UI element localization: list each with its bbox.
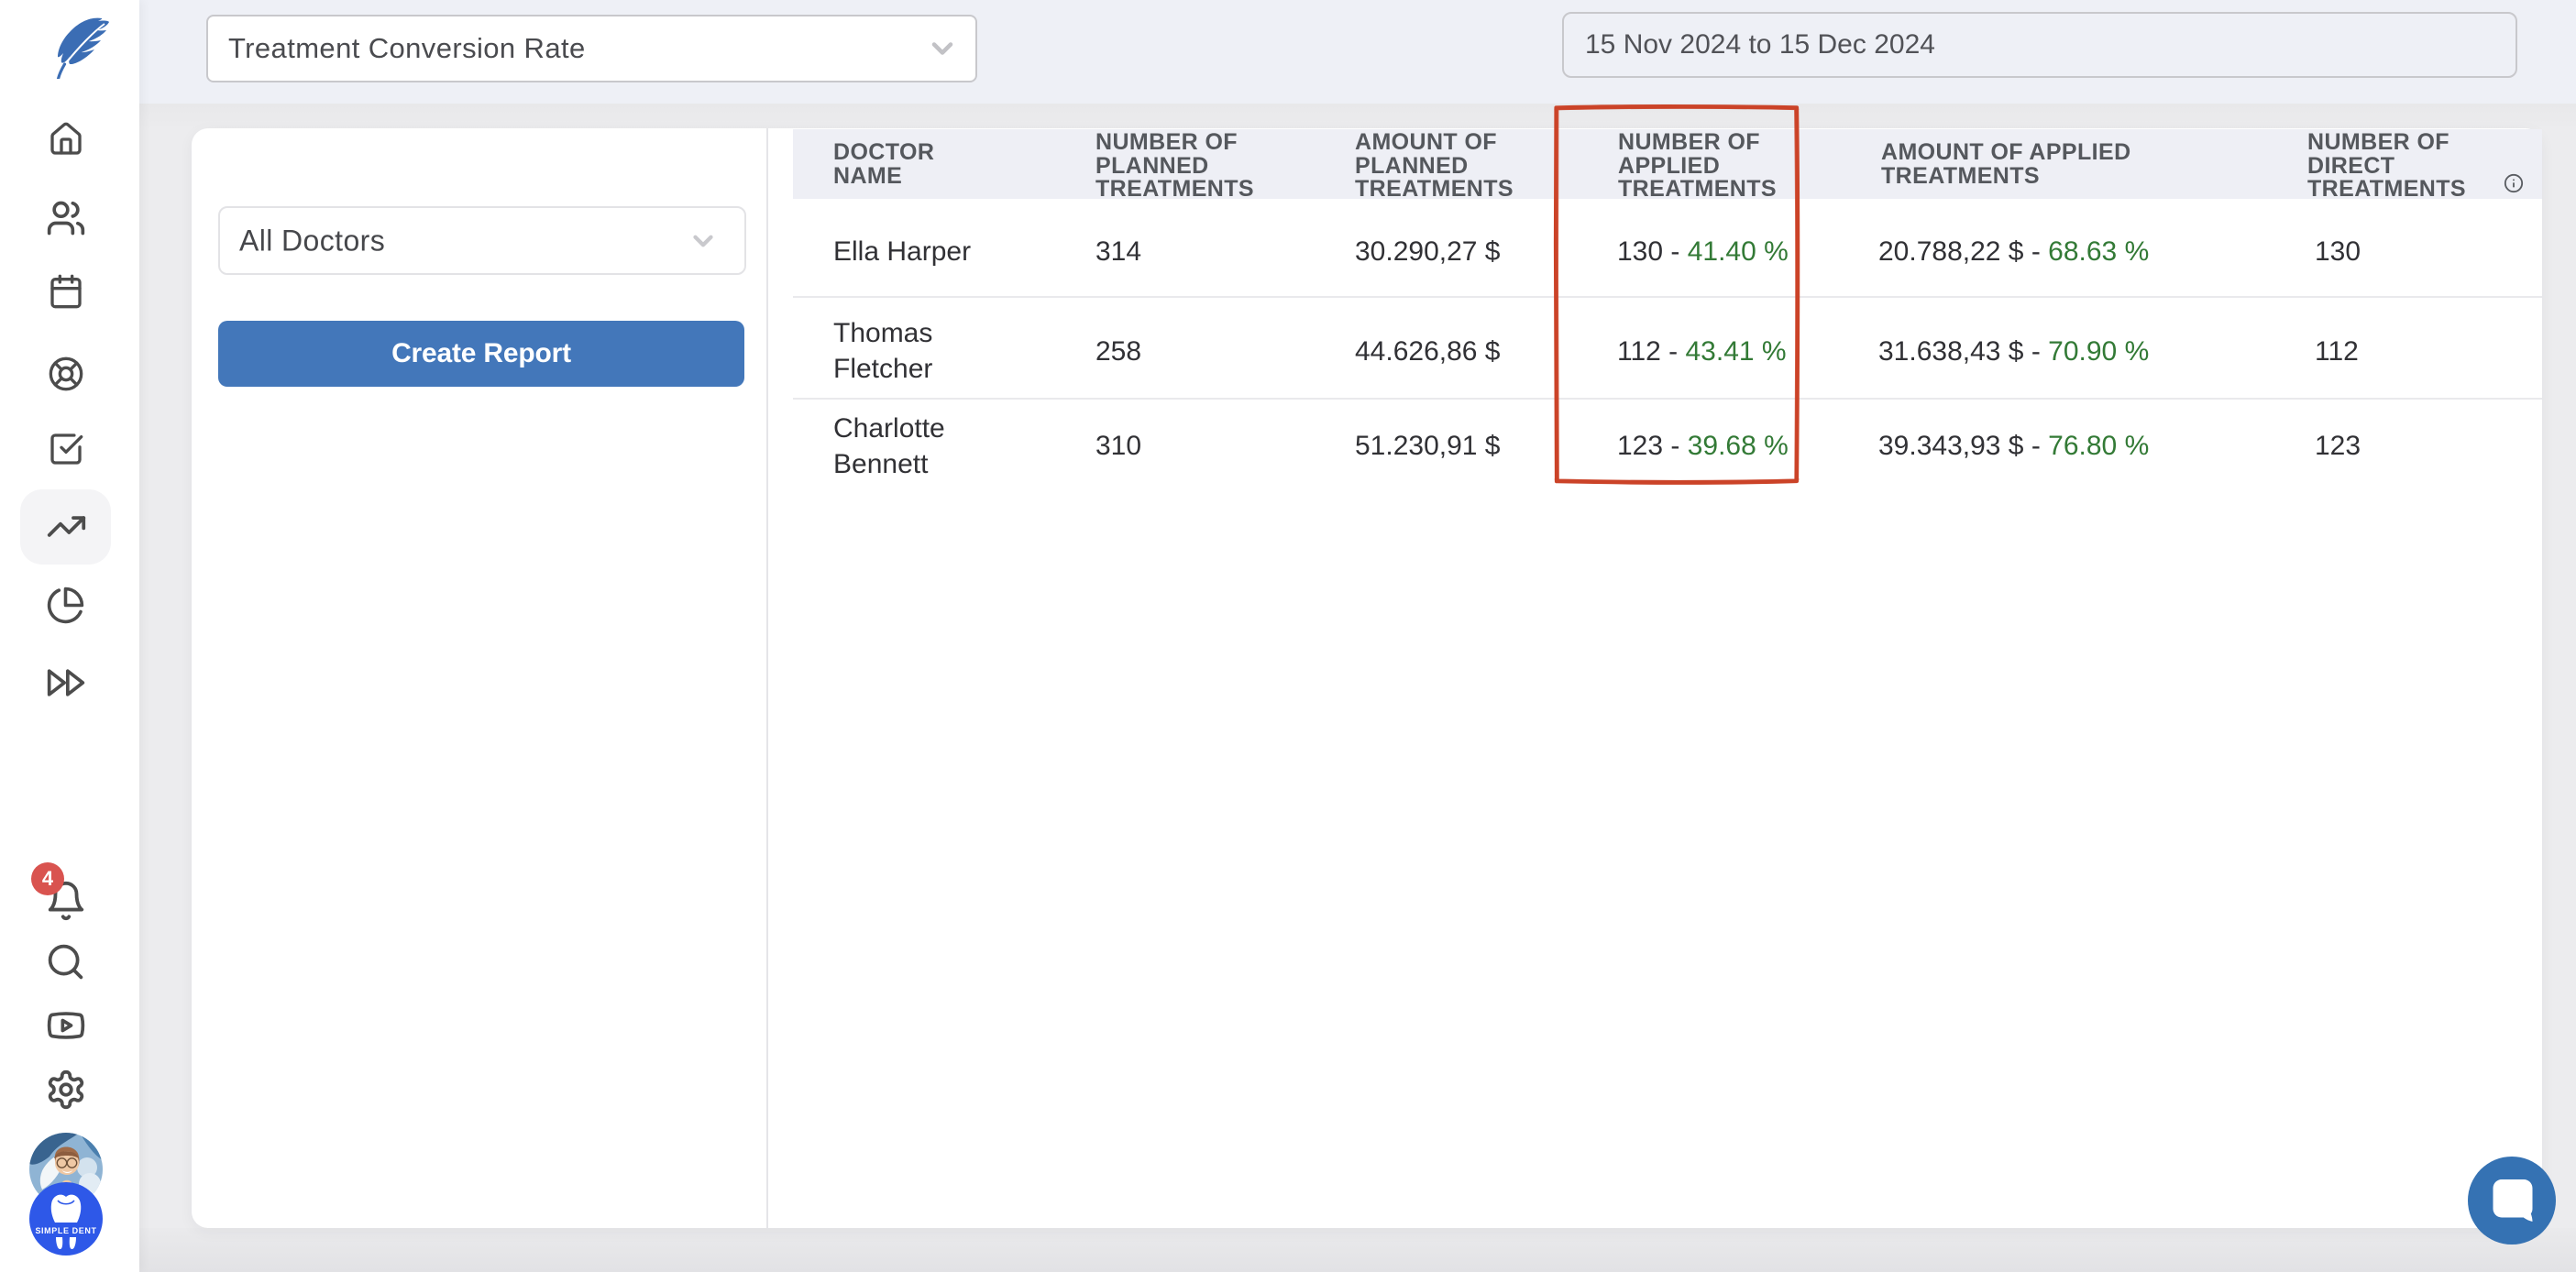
- svg-text:SIMPLE DENT: SIMPLE DENT: [35, 1226, 96, 1235]
